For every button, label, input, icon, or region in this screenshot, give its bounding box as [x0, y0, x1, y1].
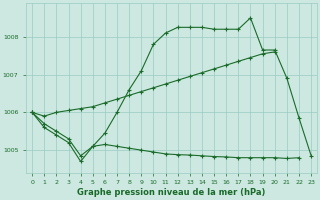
X-axis label: Graphe pression niveau de la mer (hPa): Graphe pression niveau de la mer (hPa): [77, 188, 266, 197]
